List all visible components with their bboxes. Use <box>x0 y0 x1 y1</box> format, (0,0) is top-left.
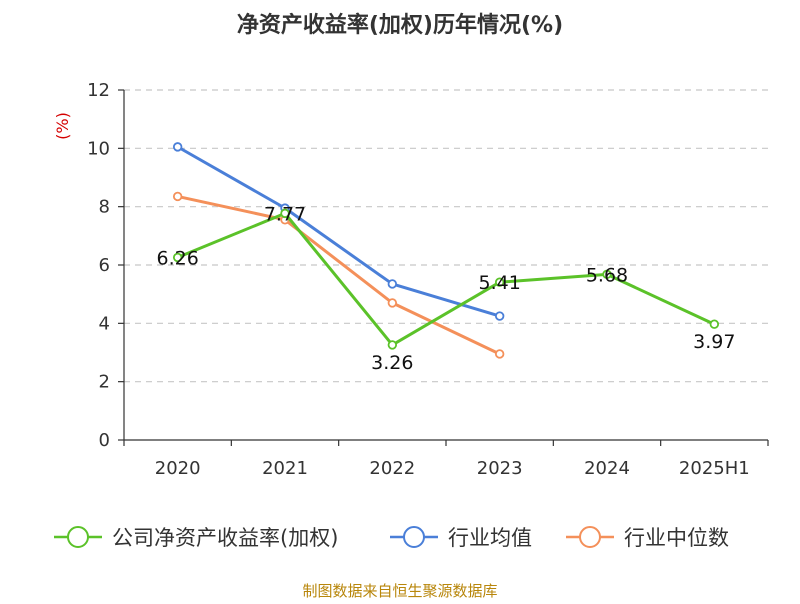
data-label: 6.26 <box>157 247 199 269</box>
series-line-2 <box>177 194 501 356</box>
legend-label: 行业均值 <box>448 526 532 550</box>
data-point <box>494 311 505 321</box>
data-point <box>709 319 720 329</box>
data-point <box>494 277 505 287</box>
axes: 0 2 4 6 8 10 12 2020 2021 2022 2023 2024 2025H1 <box>87 80 769 479</box>
y-tick-label: 4 <box>99 313 110 334</box>
legend-item-0[interactable]: 公司净资产收益率(加权) <box>54 526 338 550</box>
data-point <box>387 340 398 350</box>
data-source-note: 制图数据来自恒生聚源数据库 <box>302 582 497 600</box>
data-label: 5.41 <box>479 272 521 294</box>
y-tick-label: 6 <box>99 255 110 276</box>
chart-title: 净资产收益率(加权)历年情况(%) <box>237 12 563 38</box>
legend-marker <box>579 526 601 548</box>
x-tick-label: 2020 <box>155 458 201 479</box>
x-tick-label: 2021 <box>262 458 308 479</box>
legend-label: 行业中位数 <box>624 526 729 550</box>
data-point <box>172 191 183 202</box>
y-tick-label: 2 <box>99 372 110 393</box>
data-point <box>602 269 612 280</box>
y-tick-label: 10 <box>87 138 110 159</box>
data-point <box>172 252 183 263</box>
data-point <box>280 208 290 219</box>
legend-marker <box>67 526 89 548</box>
data-point <box>387 298 398 308</box>
series-line-1 <box>176 145 501 318</box>
x-tick-label: 2023 <box>477 458 523 479</box>
grid-lines <box>124 89 768 383</box>
data-point <box>387 279 398 289</box>
legend-marker <box>403 526 425 548</box>
x-tick-label: 2025H1 <box>679 458 750 479</box>
data-point <box>494 349 505 359</box>
data-label: 3.97 <box>693 331 735 353</box>
series-lines <box>172 142 720 359</box>
legend[interactable]: 公司净资产收益率(加权) 行业均值 行业中位数 <box>54 526 729 550</box>
y-axis-unit: (%) <box>53 112 72 140</box>
y-tick-label: 12 <box>87 80 110 101</box>
x-tick-label: 2024 <box>584 458 630 479</box>
legend-item-1[interactable]: 行业均值 <box>390 526 532 550</box>
data-label: 7.77 <box>264 203 306 225</box>
data-label: 3.26 <box>371 352 413 374</box>
x-tick-label: 2022 <box>369 458 415 479</box>
y-tick-label: 8 <box>99 197 110 218</box>
data-point <box>172 142 183 152</box>
data-labels: 6.26 7.77 3.26 5.41 5.68 3.97 <box>157 203 736 374</box>
series-line-0 <box>177 211 715 347</box>
legend-label: 公司净资产收益率(加权) <box>112 526 338 550</box>
legend-item-2[interactable]: 行业中位数 <box>566 526 729 550</box>
data-label: 5.68 <box>586 264 628 286</box>
y-tick-label: 0 <box>99 430 110 451</box>
